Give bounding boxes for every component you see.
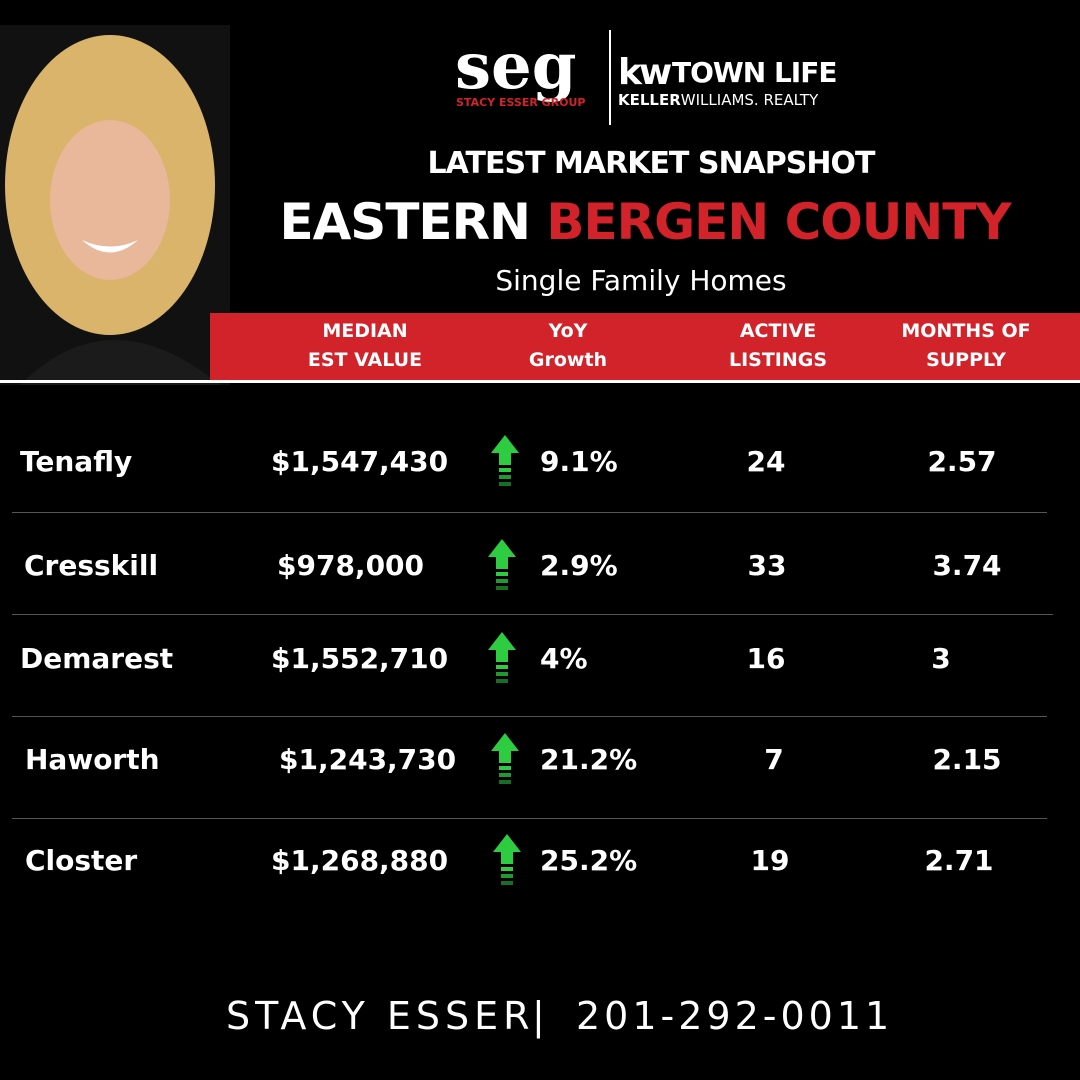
title-red: BERGEN COUNTY [546,193,1011,251]
yoy-growth: 9.1% [540,445,618,478]
logo-keller: KELLERWILLIAMS. REALTY [618,91,818,109]
yoy-growth: 2.9% [540,549,618,582]
logo-keller-word: KELLER [618,91,681,109]
median-value: $1,268,880 [271,844,449,877]
growth-arrow [492,834,522,890]
active-listings: 24 [746,445,786,478]
footer-separator: | [532,994,545,1038]
footer-phone: 201-292-0011 [576,994,894,1038]
row-divider [12,818,1047,819]
active-listings: 16 [746,642,786,675]
growth-arrow [487,539,517,595]
city: Closter [25,844,138,877]
logo-kw: kw [618,52,672,93]
city: Cresskill [24,549,159,582]
logo-seg: seg [455,29,577,104]
title: EASTERN BERGEN COUNTY [279,193,1011,251]
column-header: EST VALUE [307,349,423,371]
median-value: $1,552,710 [271,642,449,675]
row-divider [12,614,1053,615]
months-supply: 3 [931,642,951,675]
median-value: $978,000 [277,549,425,582]
yoy-growth: 21.2% [540,743,638,776]
row-divider [12,716,1047,717]
logo-williams: WILLIAMS. REALTY [680,91,819,109]
logo-divider [609,30,611,125]
months-supply: 2.57 [927,445,997,478]
growth-arrow [487,632,517,688]
logo-town: TOWN LIFE [672,56,837,89]
city: Haworth [25,743,160,776]
months-supply: 2.15 [932,743,1002,776]
kicker: LATEST MARKET SNAPSHOT [427,146,876,181]
footer-name: STACY ESSER [226,994,535,1038]
months-supply: 2.71 [924,844,994,877]
header-band [210,313,1080,380]
column-header: ACTIVE [739,320,817,342]
months-supply: 3.74 [932,549,1002,582]
growth-arrow [490,435,520,491]
median-value: $1,243,730 [279,743,457,776]
column-header: YoY [548,320,588,342]
city: Tenafly [20,445,133,478]
row-divider [12,512,1047,513]
city: Demarest [20,642,174,675]
header-rule [0,380,1080,383]
column-header: MEDIAN [322,320,408,342]
active-listings: 33 [747,549,787,582]
column-header: SUPPLY [926,349,1006,371]
column-header: LISTINGS [728,349,828,371]
logo-group: STACY ESSER GROUP [456,96,586,109]
portrait [0,25,230,385]
column-header: Growth [528,349,608,371]
yoy-growth: 25.2% [540,844,638,877]
growth-arrow [490,733,520,789]
yoy-growth: 4% [540,642,588,675]
column-header: MONTHS OF [901,320,1031,342]
title-white: EASTERN [279,193,530,251]
subtitle: Single Family Homes [495,264,787,297]
active-listings: 19 [750,844,790,877]
active-listings: 7 [764,743,784,776]
median-value: $1,547,430 [271,445,449,478]
